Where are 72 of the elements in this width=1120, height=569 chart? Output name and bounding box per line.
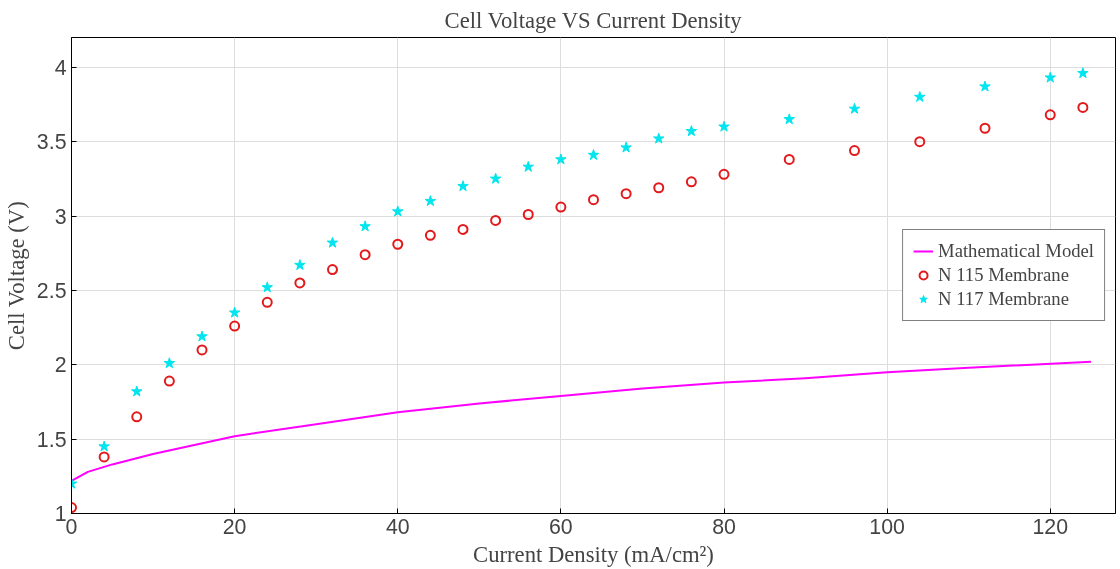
point <box>620 141 632 153</box>
point <box>555 153 567 165</box>
point <box>522 209 534 220</box>
point <box>489 172 502 184</box>
point <box>131 385 143 397</box>
point <box>588 194 599 206</box>
x-tick-label: 20 <box>222 514 247 539</box>
point <box>163 357 176 369</box>
point <box>228 306 241 318</box>
point <box>98 440 110 452</box>
point <box>1044 109 1056 121</box>
y-tick-label: 3.5 <box>36 130 67 155</box>
y-tick-label: 4 <box>54 55 67 80</box>
point <box>131 411 143 423</box>
point <box>261 296 273 308</box>
point <box>490 214 502 226</box>
point <box>620 188 632 200</box>
x-axis-title: Current Density (mA/cm²) <box>473 541 714 567</box>
point <box>392 238 404 250</box>
point <box>979 80 991 92</box>
point <box>1044 71 1056 83</box>
point <box>555 201 567 213</box>
point <box>229 320 241 332</box>
point <box>98 451 110 463</box>
point <box>914 136 926 148</box>
point <box>392 205 404 217</box>
y-tick-label: 3 <box>54 204 67 229</box>
y-tick-label: 1.5 <box>36 427 67 452</box>
point <box>163 375 175 387</box>
x-tick-label: 80 <box>712 514 736 539</box>
point <box>326 236 339 248</box>
y-tick-label: 2.5 <box>36 278 67 303</box>
point <box>849 145 860 157</box>
point <box>424 229 436 241</box>
y-axis-title: Cell Voltage (V) <box>3 201 29 351</box>
x-tick-label: 120 <box>1032 514 1069 539</box>
point <box>914 91 926 102</box>
legend-label: Mathematical Model <box>938 240 1094 262</box>
x-tick-label: 60 <box>549 514 573 539</box>
point <box>1077 67 1089 79</box>
point <box>848 102 861 114</box>
point <box>685 176 697 188</box>
point <box>359 249 371 261</box>
point <box>359 220 371 232</box>
y-tick-label: 1 <box>54 502 67 526</box>
point <box>587 149 600 160</box>
legend-label: N 115 Membrane <box>938 264 1069 286</box>
point <box>327 264 338 276</box>
point <box>653 182 665 194</box>
point <box>457 180 469 192</box>
point <box>718 168 730 180</box>
point <box>783 153 795 165</box>
x-tick-label: 40 <box>385 514 410 539</box>
legend-label: N 117 Membrane <box>938 288 1069 310</box>
point <box>424 195 437 207</box>
x-tick-label: 100 <box>869 514 906 539</box>
point <box>718 120 730 132</box>
point <box>196 344 208 356</box>
x-tick-label: 0 <box>65 514 78 539</box>
point <box>685 125 698 137</box>
point <box>294 277 306 289</box>
point <box>196 330 208 342</box>
point <box>783 113 795 125</box>
point <box>457 223 469 235</box>
point <box>1077 101 1089 113</box>
point <box>261 281 273 293</box>
point <box>294 259 306 271</box>
y-tick-label: 2 <box>54 353 67 378</box>
point <box>653 132 665 144</box>
point <box>979 122 991 134</box>
point <box>522 160 534 172</box>
chart-title: Cell Voltage VS Current Density <box>444 7 743 33</box>
